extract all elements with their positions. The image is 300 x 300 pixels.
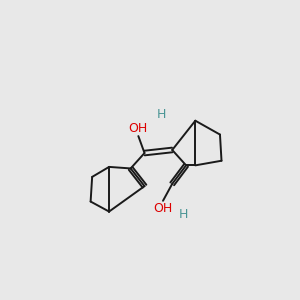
Text: OH: OH [129,122,148,135]
Text: H: H [178,208,188,221]
Text: OH: OH [153,202,172,214]
Text: H: H [157,109,166,122]
